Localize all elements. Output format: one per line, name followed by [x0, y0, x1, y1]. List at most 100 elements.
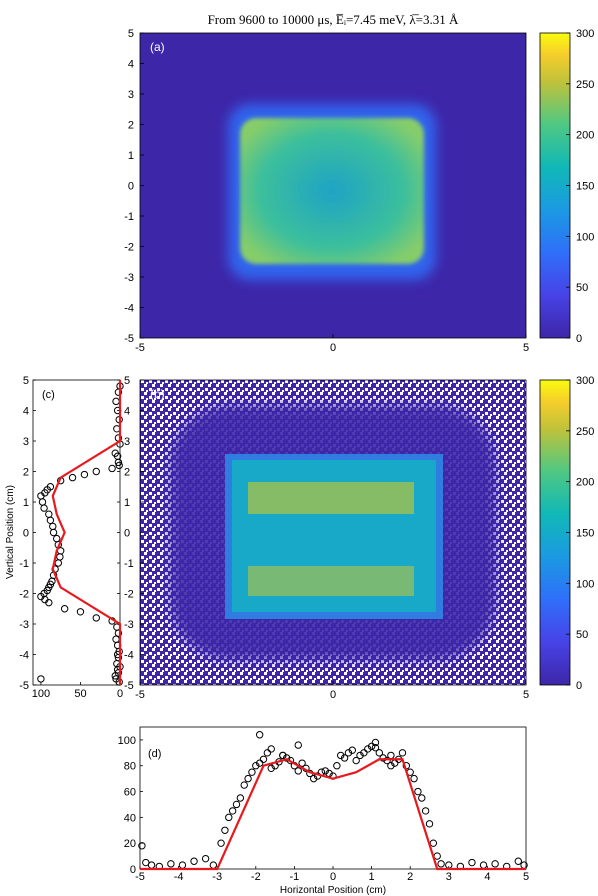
colorbar-tick-label: 50	[576, 282, 588, 294]
y-tick-label: -4	[19, 650, 29, 662]
x-tick-label: 50	[74, 688, 86, 700]
y-tick-label: 3	[128, 89, 134, 101]
data-marker	[421, 807, 430, 815]
data-marker	[267, 745, 275, 753]
colorbar-tick-label: 50	[576, 629, 588, 641]
data-marker	[340, 754, 349, 762]
y-tick-label: -1	[124, 211, 134, 223]
y-tick-label: 5	[128, 28, 134, 40]
x-tick-label: -4	[174, 871, 184, 883]
plot-d-frame	[139, 726, 527, 870]
data-marker	[356, 751, 364, 760]
y-tick-label: -4	[124, 303, 134, 315]
y-tick-label: 80	[124, 761, 136, 773]
colorbar-ticks-b: 300 250 200 150 100 50 0	[566, 375, 594, 692]
data-marker	[232, 800, 241, 809]
y-tick-label: 40	[124, 812, 136, 824]
colorbar-b	[539, 379, 571, 686]
data-marker	[279, 751, 287, 760]
panel-label-a: (a)	[150, 40, 165, 54]
x-tick-label: 2	[407, 871, 413, 883]
data-marker	[40, 504, 48, 512]
data-marker	[49, 528, 58, 537]
y-tick-label-right: 2	[124, 467, 130, 479]
y-tick-label: -3	[124, 272, 134, 284]
axis-label-d-x: Horizontal Position (cm)	[280, 885, 386, 896]
plot-d-marks: -5 -4 -3 -2 -1 0 1 2 3 4 5 0 20 40 60 80 100	[118, 731, 529, 883]
panel-label-c: (c)	[42, 389, 55, 401]
data-marker	[190, 857, 198, 865]
x-tick-label: 5	[523, 871, 529, 883]
data-marker	[398, 749, 407, 757]
axis-label-c-y: Vertical Position (cm)	[5, 485, 16, 579]
x-tick-label: -3	[212, 871, 222, 883]
y-tick-label-right: 5	[124, 375, 130, 387]
y-tick-label-right: -4	[124, 650, 134, 662]
data-marker	[263, 749, 272, 757]
data-marker	[80, 470, 89, 479]
x-tick-label: -5	[135, 871, 145, 883]
heatmap-a-beam-spot	[240, 118, 424, 264]
plot-c-frame	[32, 379, 121, 686]
y-tick-label-right: -3	[124, 619, 134, 631]
y-tick-label: 2	[128, 120, 134, 132]
y-tick-label: 1	[23, 497, 29, 509]
colorbar-ticks-a: 300 250 200 150 100 50 0	[566, 28, 594, 345]
colorbar-tick-label: 150	[576, 528, 594, 540]
fit-line	[140, 758, 526, 871]
y-tick-label: 100	[118, 735, 136, 747]
x-tick-label: 0	[330, 689, 336, 701]
x-tick-label: 5	[523, 689, 529, 701]
x-tick-label: 0	[330, 871, 336, 883]
data-marker	[255, 759, 264, 767]
data-marker	[321, 767, 329, 775]
data-marker	[282, 754, 291, 762]
data-marker	[259, 755, 268, 763]
colorbar-tick-label: 300	[576, 28, 594, 40]
y-tick-label: -3	[19, 619, 29, 631]
panel-label-d: (d)	[148, 748, 161, 760]
y-tick-label: 20	[124, 838, 136, 850]
data-marker	[371, 738, 380, 747]
axis-ticks-a: -5 0 5 5 4 3 2 1 0 -1 -2 -3 -4 -5	[124, 28, 529, 354]
data-marker	[255, 731, 264, 739]
y-tick-label: 1	[128, 150, 134, 162]
data-marker	[236, 794, 245, 802]
data-marker	[248, 768, 256, 776]
data-marker	[371, 743, 380, 752]
data-marker	[68, 473, 77, 482]
fit-line	[51, 380, 122, 685]
y-tick-label: 3	[23, 436, 29, 448]
data-marker	[425, 820, 434, 828]
colorbar-tick-label: 250	[576, 426, 594, 438]
y-tick-label-right: -2	[124, 589, 134, 601]
data-marker	[240, 781, 248, 789]
colorbar-tick-label: 250	[576, 79, 594, 91]
data-marker	[244, 774, 252, 783]
data-marker	[468, 858, 476, 867]
x-tick-label: 100	[32, 688, 50, 700]
panel-label-b: (b)	[150, 387, 165, 401]
data-marker	[92, 614, 100, 622]
colorbar-tick-label: 200	[576, 130, 594, 142]
axis-ticks-b: -5 0 5	[135, 379, 529, 701]
y-tick-label-right: 3	[124, 436, 130, 448]
y-tick-label: -2	[124, 242, 134, 254]
data-marker	[201, 854, 210, 863]
y-tick-label: -5	[124, 333, 134, 345]
y-tick-label: 60	[124, 787, 136, 799]
x-tick-label: 5	[523, 342, 529, 354]
heatmap-b-hot-bottom	[248, 566, 414, 596]
y-tick-label: -5	[19, 680, 29, 692]
x-tick-label: -5	[135, 342, 145, 354]
colorbar-tick-label: 100	[576, 231, 594, 243]
y-tick-label-right: 4	[124, 406, 130, 418]
x-tick-label: -5	[135, 689, 145, 701]
data-marker	[410, 774, 418, 783]
colorbar-tick-label: 200	[576, 477, 594, 489]
data-marker	[437, 860, 445, 868]
colorbar-tick-label: 0	[576, 333, 582, 345]
data-marker	[414, 787, 422, 796]
